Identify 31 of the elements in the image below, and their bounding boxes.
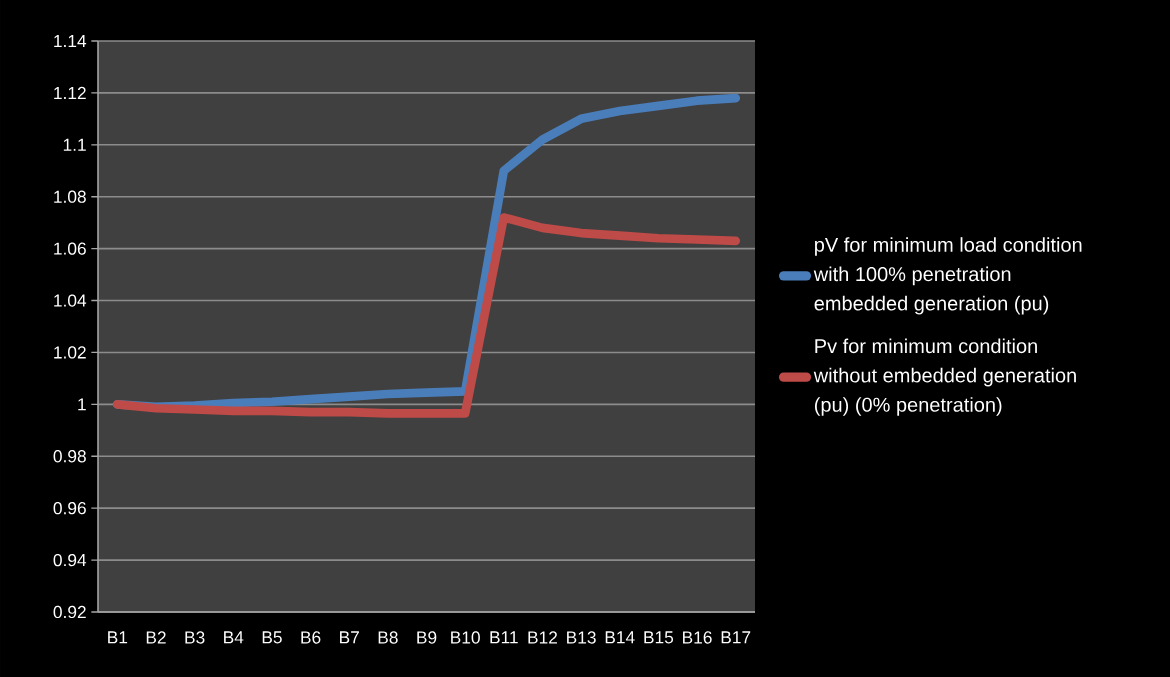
x-tick-label: B12: [528, 631, 557, 644]
x-tick-label: B7: [340, 631, 359, 644]
y-tick-label: 1.08: [54, 190, 86, 203]
y-tick-label: 1: [78, 398, 86, 411]
x-tick-label: B17: [721, 631, 751, 644]
x-tick-label: B13: [567, 631, 596, 644]
x-tick-label: B10: [451, 631, 480, 644]
y-tick-label: 1.04: [54, 294, 87, 307]
x-tick-label: B8: [378, 631, 398, 644]
x-tick-label: B11: [490, 631, 518, 644]
y-tick-label: 1.06: [54, 242, 86, 255]
x-tick-label: B15: [644, 631, 674, 644]
x-tick-label: B14: [605, 631, 635, 644]
y-tick-label: 1.02: [54, 346, 86, 359]
y-tick-label: 1.1: [63, 138, 86, 151]
x-tick-label: B1: [108, 631, 128, 644]
y-tick-label: 0.98: [53, 450, 86, 463]
y-tick-label: 0.94: [53, 553, 87, 567]
y-tick-label: 0.96: [53, 502, 86, 515]
x-tick-label: B2: [146, 631, 166, 644]
x-tick-label: B6: [301, 631, 321, 644]
x-tick-label: B16: [683, 631, 712, 644]
legend-label: pV for minimum load condition with 100% penetration embedded generation (pu): [813, 237, 1082, 315]
y-tick-label: 0.92: [53, 605, 86, 619]
x-tick-label: B5: [262, 631, 282, 644]
y-tick-label: 1.12: [54, 86, 86, 99]
y-tick-label: 1.14: [54, 35, 87, 47]
x-tick-label: B4: [224, 631, 244, 644]
x-tick-label: B3: [185, 631, 205, 644]
x-tick-label: B9: [417, 631, 437, 644]
legend-label: Pv for minimum condition without embedded generation (pu) (0% penetration): [813, 338, 1076, 416]
